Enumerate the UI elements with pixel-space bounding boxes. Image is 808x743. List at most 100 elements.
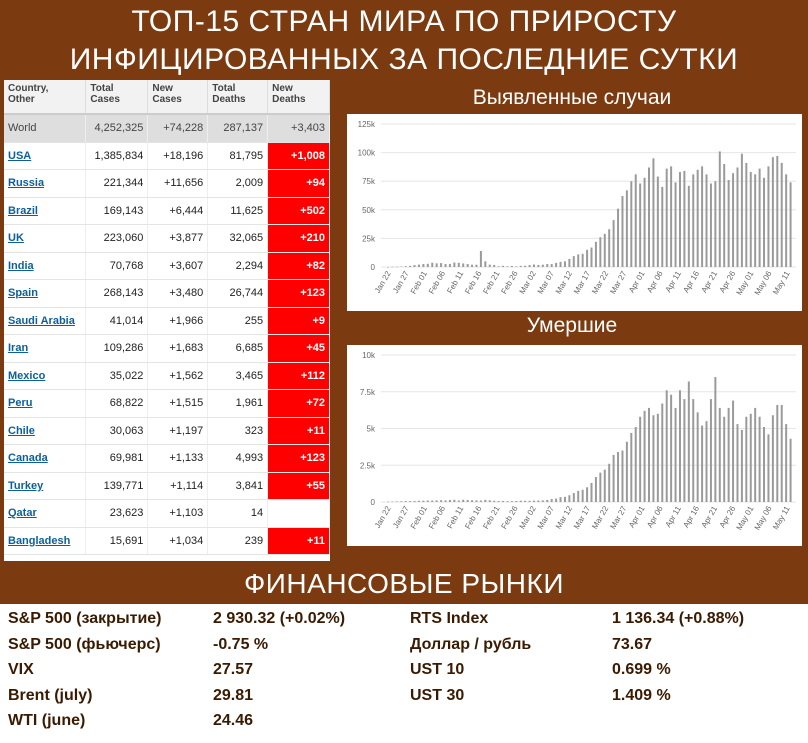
bar — [785, 174, 788, 267]
country-link[interactable]: Brazil — [8, 204, 38, 217]
country-link[interactable]: Spain — [8, 287, 38, 300]
new-deaths-cell: +502 — [267, 197, 330, 225]
bar — [577, 254, 580, 267]
bar — [444, 500, 447, 502]
finance-label: Brent (july) — [8, 686, 93, 704]
header-label: Total — [90, 83, 114, 94]
bar — [528, 265, 531, 267]
bar — [776, 156, 779, 267]
bar — [448, 263, 451, 267]
bar — [431, 500, 434, 502]
bar — [705, 421, 708, 502]
country-cell: India — [4, 252, 87, 280]
header-label: Deaths — [212, 94, 246, 105]
cell: 11,625 — [207, 197, 269, 225]
finance-heading: ФИНАНСОВЫЕ РЫНКИ — [244, 568, 564, 599]
bar — [656, 176, 659, 267]
bar — [422, 500, 425, 502]
country-link[interactable]: Turkey — [8, 479, 44, 492]
country-cell: Qatar — [4, 499, 87, 528]
col-total-deaths-header[interactable]: Total Deaths — [207, 80, 269, 115]
bar — [475, 500, 478, 502]
finance-label: S&P 500 (закрытие) — [8, 610, 162, 627]
bar — [718, 151, 721, 267]
bar — [670, 394, 673, 502]
cell: 3,841 — [207, 472, 269, 500]
col-new-deaths-header[interactable]: New Deaths — [267, 80, 330, 115]
title-line-2: ИНФИЦИРОВАННЫХ ЗА ПОСЛЕДНИЕ СУТКИ — [69, 43, 739, 76]
bar — [532, 264, 535, 267]
col-new-cases-header[interactable]: New Cases — [147, 80, 209, 115]
table-row: Peru 68,822 +1,515 1,961 +72 — [4, 389, 330, 418]
bar — [674, 407, 677, 502]
country-link[interactable]: Peru — [8, 397, 33, 410]
table-row: Canada 69,981 +1,133 4,993 +123 — [4, 444, 330, 473]
country-link[interactable]: USA — [8, 149, 32, 162]
country-link[interactable]: Qatar — [8, 507, 37, 520]
bar — [630, 432, 633, 502]
header-label: Country, — [8, 83, 49, 94]
bar — [590, 247, 593, 267]
finance-value: 73.67 — [612, 635, 653, 653]
bar — [639, 183, 642, 267]
bar — [546, 264, 549, 267]
country-link[interactable]: Chile — [8, 424, 35, 437]
bar — [391, 501, 394, 503]
bar — [395, 501, 398, 502]
x-tick-label: May 11 — [771, 504, 792, 531]
bar — [453, 499, 456, 502]
bar — [404, 501, 407, 502]
country-link[interactable]: India — [8, 259, 34, 272]
finance-label: VIX — [8, 661, 34, 678]
cell: +1,966 — [147, 307, 209, 335]
bar — [603, 233, 606, 267]
cell: 23,623 — [85, 499, 149, 528]
country-link[interactable]: Bangladesh — [8, 534, 71, 547]
cell: 139,771 — [85, 472, 149, 500]
cell: +1,103 — [147, 499, 209, 528]
bar — [780, 404, 783, 502]
bar — [409, 265, 412, 267]
country-link[interactable]: Russia — [8, 177, 45, 190]
bar — [652, 415, 655, 502]
country-link[interactable]: Iran — [8, 342, 29, 355]
x-tick-label: Mar 27 — [608, 504, 629, 531]
cell: +6,444 — [147, 197, 209, 225]
col-total-cases-header[interactable]: Total Cases — [85, 80, 149, 115]
bar — [652, 158, 655, 267]
cell: +1,562 — [147, 362, 209, 390]
bar — [763, 177, 766, 267]
bar — [417, 264, 420, 267]
bar — [546, 499, 549, 502]
bar — [435, 500, 438, 502]
col-country-header[interactable]: Country, Other — [4, 80, 87, 115]
bar — [639, 416, 642, 502]
country-link[interactable]: Saudi Arabia — [8, 314, 75, 327]
bar — [537, 264, 540, 267]
bar — [524, 265, 527, 267]
cell: +3,403 — [267, 114, 330, 143]
cell: 32,065 — [207, 224, 269, 253]
cell: +3,607 — [147, 252, 209, 280]
bar — [608, 463, 611, 502]
bar — [709, 183, 712, 267]
country-link[interactable]: UK — [8, 232, 24, 245]
bar — [510, 265, 513, 267]
bar — [603, 469, 606, 502]
bar — [648, 407, 650, 502]
bar — [599, 472, 602, 502]
bar — [404, 266, 407, 267]
cell: 15,691 — [85, 527, 149, 555]
x-tick-label: Apr 01 — [627, 269, 647, 294]
country-link[interactable]: Canada — [8, 452, 48, 465]
bar — [471, 264, 474, 267]
header-label: Total — [212, 83, 236, 94]
bar — [581, 253, 584, 267]
bar — [789, 182, 792, 267]
country-cell: Chile — [4, 417, 87, 445]
cell: +11,656 — [147, 169, 209, 198]
y-tick-label: 2.5k — [360, 461, 376, 470]
country-link[interactable]: Mexico — [8, 369, 46, 382]
finance-value: 1 136.34 (+0.88%) — [612, 610, 745, 627]
